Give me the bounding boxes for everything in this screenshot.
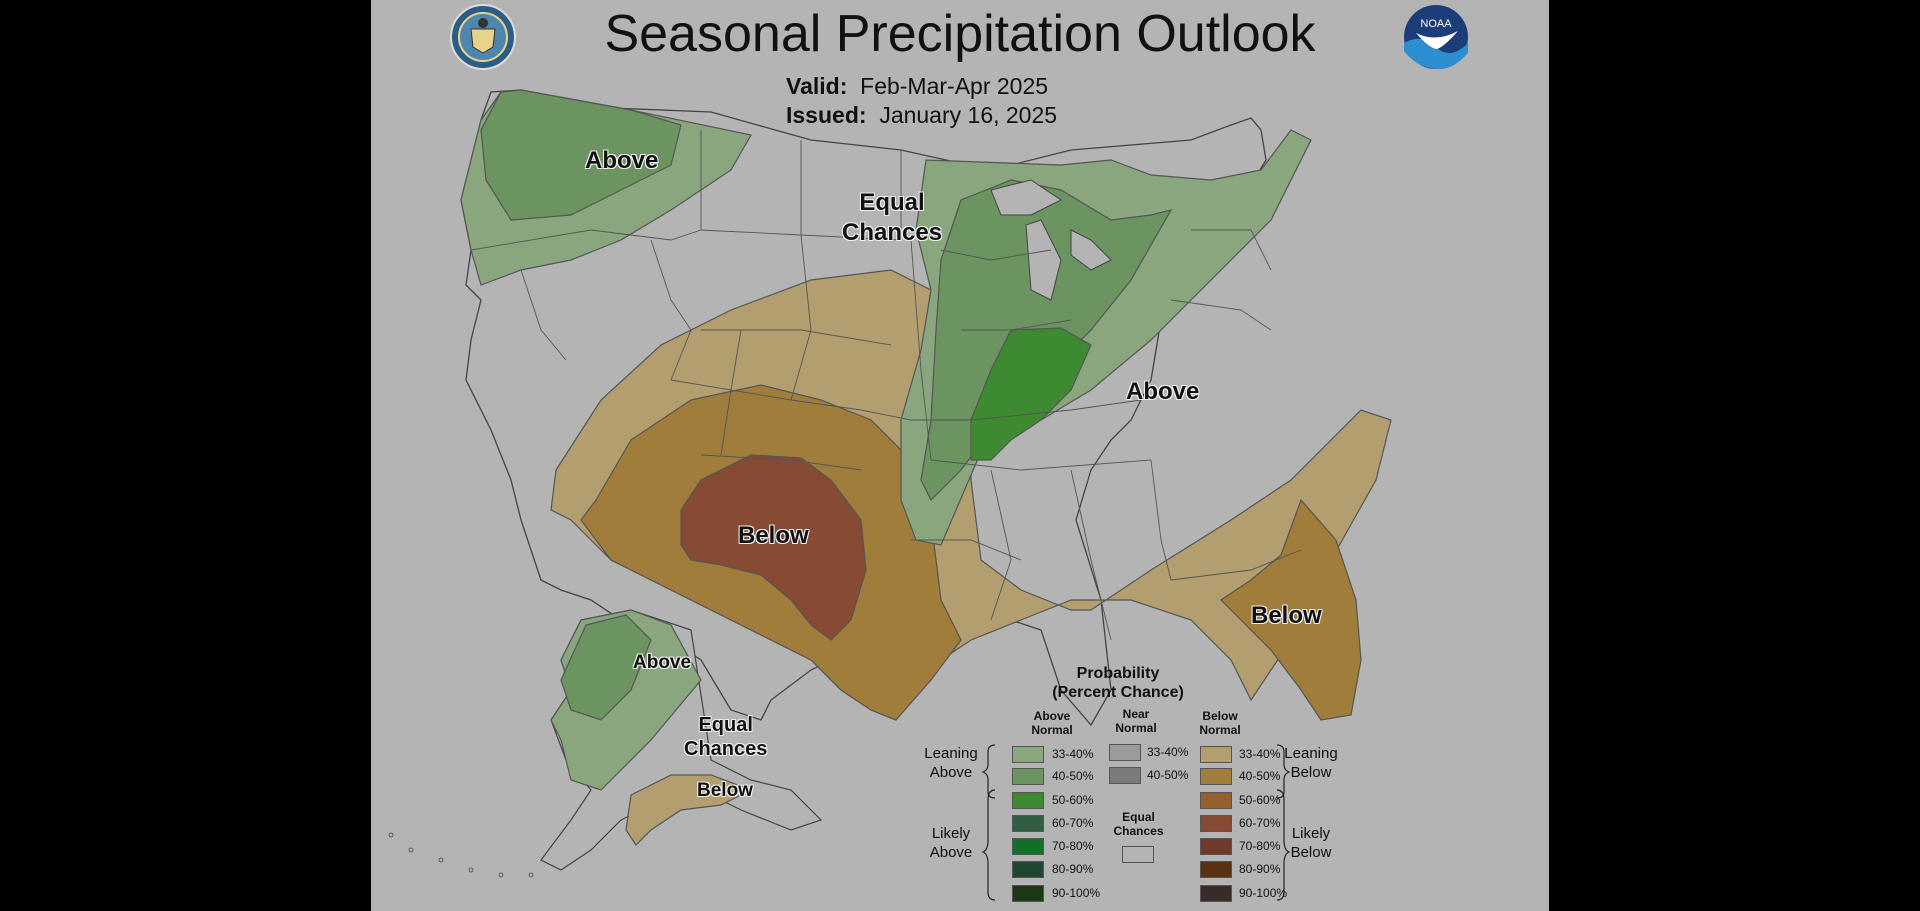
legend-above-7-label: 90-100% [1052,886,1101,900]
legend-swatch-below-3 [1200,792,1232,809]
outlook-panel: Seasonal Precipitation Outlook Valid: Fe… [371,0,1549,911]
legend-likely-above-2: Above [929,844,973,861]
legend-col-below-1: Below [1202,709,1238,723]
label-ak-above: Above [633,652,692,673]
issued-label: Issued: [786,102,867,128]
se-below-40 [1220,498,1362,721]
great-lakes [990,179,1112,301]
legend-swatch-above-1 [1012,746,1044,763]
legend-equal-chances: Equal Chances [1111,810,1166,838]
legend-swatch-above-3 [1012,792,1044,809]
legend-swatch-below-7 [1200,885,1232,902]
legend-near-1-label: 33-40% [1147,745,1189,759]
legend-leaning-below-1: Leaning [1284,745,1338,762]
legend-leaning-below: Leaning Below [1281,744,1341,782]
legend-above-1-label: 33-40% [1052,747,1094,761]
legend-equal-2: Chances [1113,824,1164,838]
legend-swatch-above-6 [1012,861,1044,878]
page-title: Seasonal Precipitation Outlook [604,5,1316,63]
legend-col-near-2: Normal [1115,721,1157,735]
legend-swatch-below-1 [1200,746,1232,763]
legend-likely-above-1: Likely [931,825,971,842]
legend-equal-1: Equal [1122,810,1155,824]
valid-label: Valid: [786,73,848,99]
sw-below-50 [680,454,867,641]
legend-title-line2: (Percent Chance) [1052,684,1184,701]
legend-below-5-label: 70-80% [1239,839,1281,853]
label-ak-equal: Equal Chances [684,713,767,761]
us-outlook-map [388,89,1392,878]
legend-below-6-label: 80-90% [1239,862,1281,876]
legend-above-2-label: 40-50% [1052,769,1094,783]
label-nw-above: Above [585,147,659,174]
legend-swatch-below-6 [1200,861,1232,878]
legend-above-4-label: 60-70% [1052,816,1094,830]
valid-row: Valid: Feb-Mar-Apr 2025 [786,72,1057,101]
legend-swatch-below-5 [1200,838,1232,855]
legend-swatch-above-4 [1012,815,1044,832]
legend-col-near-1: Near [1122,707,1150,721]
legend-swatch-above-5 [1012,838,1044,855]
label-se-below: Below [1251,602,1322,629]
legend-swatch-above-2 [1012,768,1044,785]
legend-swatch-near-2 [1109,767,1141,784]
legend-below-2-label: 40-50% [1239,769,1281,783]
label-ak-equal-line1: Equal [698,714,753,736]
commerce-seal-icon [450,4,516,70]
legend-leaning-above-2: Above [929,764,973,781]
legend-above-6-label: 80-90% [1052,862,1094,876]
legend-above-3-label: 50-60% [1052,793,1094,807]
legend-col-below: Below Normal [1190,709,1250,737]
noaa-logo-text: NOAA [1420,18,1452,30]
legend-swatch-below-2 [1200,768,1232,785]
label-midwest-above: Above [1126,378,1200,405]
label-equal-line2: Chances [842,219,943,246]
issued-value: January 16, 2025 [879,102,1058,128]
legend-leaning-above: Leaning Above [921,744,981,782]
legend-swatch-equal [1122,846,1154,863]
aleutian-islands [388,832,534,878]
label-equal-line1: Equal [859,189,925,216]
legend-col-above-2: Normal [1031,723,1073,737]
legend-likely-below-1: Likely [1291,825,1331,842]
legend-braces [981,744,1291,901]
state-lines [470,130,1302,641]
legend-col-below-2: Normal [1199,723,1241,737]
label-equal-chances: Equal Chances [842,188,942,248]
legend-likely-above: Likely Above [921,824,981,862]
valid-value: Feb-Mar-Apr 2025 [860,73,1049,99]
nw-above-inner [480,89,682,221]
legend-col-near: Near Normal [1111,707,1161,735]
legend-swatch-near-1 [1109,744,1141,761]
legend-below-3-label: 50-60% [1239,793,1281,807]
legend-near-2-label: 40-50% [1147,768,1189,782]
legend-col-above-1: Above [1033,709,1071,723]
legend-title-line1: Probability [1076,665,1160,682]
legend-below-1-label: 33-40% [1239,747,1281,761]
legend-leaning-above-1: Leaning [924,745,978,762]
legend-below-7-label: 90-100% [1239,886,1288,900]
legend-likely-below: Likely Below [1281,824,1341,862]
legend-likely-below-2: Below [1290,844,1332,861]
label-ak-equal-line2: Chances [684,738,768,760]
legend-swatch-below-4 [1200,815,1232,832]
legend-leaning-below-2: Below [1290,764,1332,781]
alaska-above-40 [560,614,652,721]
midwest-above-50 [970,327,1092,461]
legend-below-4-label: 60-70% [1239,816,1281,830]
label-sw-below: Below [738,522,809,549]
noaa-logo-icon: NOAA [1404,5,1468,70]
alaska-below [625,774,753,846]
issue-info: Valid: Feb-Mar-Apr 2025 Issued: January … [786,72,1057,130]
legend-title: Probability (Percent Chance) [1043,664,1193,702]
issued-row: Issued: January 16, 2025 [786,101,1057,130]
label-ak-below: Below [697,780,753,801]
legend-col-above: Above Normal [1022,709,1082,737]
legend-above-5-label: 70-80% [1052,839,1094,853]
legend-swatch-above-7 [1012,885,1044,902]
